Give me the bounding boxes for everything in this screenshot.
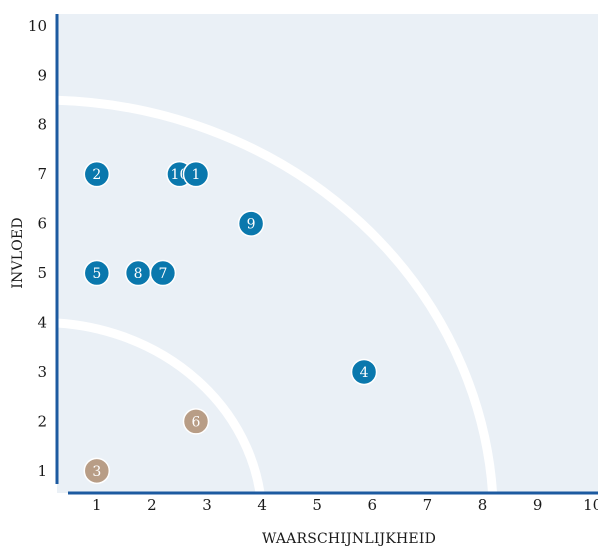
plot-background xyxy=(57,14,598,493)
data-point-label: 9 xyxy=(247,217,256,233)
y-tick-7: 7 xyxy=(37,165,47,183)
data-point-6: 6 xyxy=(182,408,210,435)
data-point-marker xyxy=(149,259,177,287)
data-point-label: 5 xyxy=(92,266,101,282)
y-tick-10: 10 xyxy=(28,17,47,35)
data-point-marker xyxy=(83,160,111,188)
boundary-arc-2 xyxy=(57,95,498,493)
data-point-label: 6 xyxy=(192,414,201,430)
x-tick-4: 4 xyxy=(257,496,267,514)
data-point-7: 7 xyxy=(149,259,177,287)
x-tick-7: 7 xyxy=(423,496,433,514)
x-tick-8: 8 xyxy=(478,496,488,514)
data-point-label: 4 xyxy=(360,365,369,381)
y-tick-9: 9 xyxy=(37,66,47,84)
data-point-4: 4 xyxy=(350,358,378,386)
y-tick-2: 2 xyxy=(37,412,47,430)
data-point-marker xyxy=(83,259,111,287)
y-tick-labels: 1 2 3 4 5 6 7 8 9 10 xyxy=(28,17,47,480)
y-tick-4: 4 xyxy=(37,314,47,332)
y-tick-8: 8 xyxy=(37,116,47,134)
x-tick-1: 1 xyxy=(92,496,102,514)
data-point-marker xyxy=(182,408,210,435)
data-point-5: 5 xyxy=(83,259,111,287)
data-point-label: 1 xyxy=(192,167,201,183)
x-tick-3: 3 xyxy=(202,496,212,514)
data-point-label: 3 xyxy=(92,464,101,480)
data-point-label: 2 xyxy=(92,167,101,183)
data-point-8: 8 xyxy=(124,259,152,287)
x-tick-5: 5 xyxy=(312,496,322,514)
y-tick-1: 1 xyxy=(37,462,47,480)
x-tick-6: 6 xyxy=(368,496,378,514)
data-point-marker xyxy=(83,457,111,485)
data-point-2: 2 xyxy=(83,160,111,188)
data-point-marker xyxy=(237,210,265,237)
x-tick-2: 2 xyxy=(147,496,157,514)
risk-boundaries xyxy=(57,95,498,493)
y-tick-5: 5 xyxy=(37,264,47,282)
x-tick-labels: 1 2 3 4 5 6 7 8 9 10 xyxy=(92,496,598,514)
data-point-9: 9 xyxy=(237,210,265,237)
y-tick-6: 6 xyxy=(37,215,47,233)
y-tick-3: 3 xyxy=(37,363,47,381)
data-point-label: 7 xyxy=(158,266,167,282)
data-point-3: 3 xyxy=(83,457,111,485)
data-point-marker xyxy=(350,358,378,386)
x-axis-label: WAARSCHIJNLIJKHEID xyxy=(262,531,436,547)
y-axis-label: INVLOED xyxy=(10,217,26,289)
x-tick-9: 9 xyxy=(533,496,543,514)
x-tick-10: 10 xyxy=(583,496,598,514)
data-point-label: 8 xyxy=(134,266,143,282)
data-point-1: 1 xyxy=(182,160,210,188)
data-point-marker xyxy=(182,160,210,188)
boundary-arc-1 xyxy=(57,318,265,493)
